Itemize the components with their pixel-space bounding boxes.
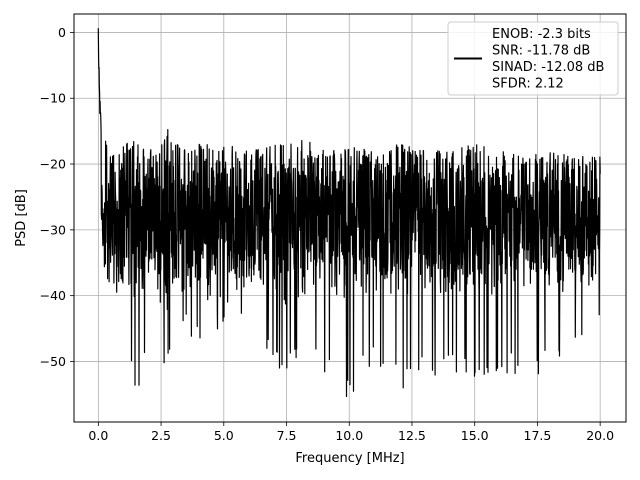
x-tick-label: 15.0: [461, 428, 489, 443]
legend: ENOB: -2.3 bits SNR: -11.78 dB SINAD: -12.…: [447, 21, 619, 96]
psd-series-line: [97, 28, 601, 398]
axes-frame: [73, 13, 627, 423]
y-axis-label: PSD [dB]: [14, 189, 29, 247]
psd-trace: [97, 28, 601, 398]
x-tick-label: 7.5: [277, 428, 297, 443]
y-tick-label: −50: [40, 354, 66, 369]
legend-line: SFDR: 2.12: [492, 77, 564, 92]
x-axis-ticks: 0.0 2.5 5.0 7.5 10.0 12.5 15.0 17.5 20.0: [88, 422, 614, 443]
x-tick-label: 20.0: [586, 428, 614, 443]
x-axis-label: Frequency [MHz]: [295, 451, 404, 466]
x-tick-label: 5.0: [214, 428, 234, 443]
x-tick-label: 2.5: [151, 428, 171, 443]
y-tick-label: −10: [40, 91, 66, 106]
x-tick-label: 0.0: [88, 428, 108, 443]
legend-box: [447, 21, 619, 96]
legend-line: SINAD: -12.08 dB: [492, 60, 604, 75]
x-tick-label: 10.0: [335, 428, 363, 443]
legend-line: SNR: -11.78 dB: [492, 44, 590, 59]
y-axis-ticks: 0 −10 −20 −30 −40 −50: [40, 25, 74, 369]
legend-label: ENOB: -2.3 bits SNR: -11.78 dB SINAD: -12.…: [492, 27, 604, 92]
y-tick-label: 0: [58, 25, 66, 40]
y-tick-label: −30: [40, 222, 66, 237]
y-tick-label: −20: [40, 157, 66, 172]
legend-line: ENOB: -2.3 bits: [492, 27, 591, 42]
y-tick-label: −40: [40, 288, 66, 303]
x-tick-label: 17.5: [524, 428, 552, 443]
x-tick-label: 12.5: [398, 428, 426, 443]
